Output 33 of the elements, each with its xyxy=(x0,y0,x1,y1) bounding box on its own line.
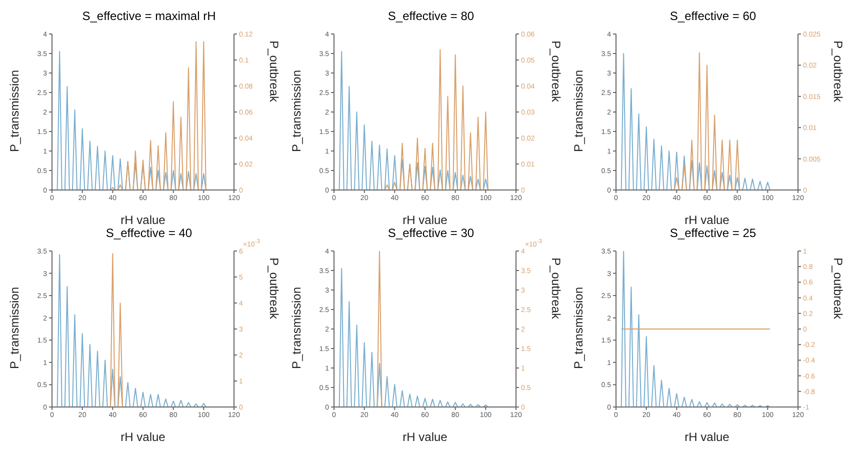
chart-title: S_effective = 30 xyxy=(388,226,474,240)
y-axis-title: P_transmission xyxy=(571,70,586,152)
chart-title: S_effective = maximal rH xyxy=(81,8,217,24)
y-axis-title: P_transmission xyxy=(571,286,586,369)
line-series xyxy=(56,254,206,407)
line-series xyxy=(384,49,488,190)
x-axis-title: rH value xyxy=(120,213,166,227)
chart-title: S_effective = 25 xyxy=(668,225,758,241)
y2-axis-title: P_outbreak xyxy=(548,40,563,103)
line-series xyxy=(674,52,740,190)
x-axis-title: rH value xyxy=(120,430,166,444)
y-axis-title: P_transmission xyxy=(7,286,22,369)
y2-axis-title: P_outbreak xyxy=(830,40,845,103)
x-axis-title: rH value xyxy=(684,430,730,444)
y2-axis-title: P_outbreak xyxy=(830,258,845,320)
y-axis-title: P_transmission xyxy=(289,286,304,369)
line-series xyxy=(56,51,206,190)
y-axis-title: P_transmission xyxy=(7,70,22,152)
y2-axis-title: P_outbreak xyxy=(266,258,281,320)
x-axis-title: rH value xyxy=(402,213,448,227)
line-series xyxy=(338,51,488,190)
x-axis-title: rH value xyxy=(402,430,448,444)
chart-title: S_effective = 80 xyxy=(386,8,476,24)
y2-axis-title: P_outbreak xyxy=(266,40,281,103)
x-axis-title: rH value xyxy=(684,213,730,227)
line-series xyxy=(338,268,488,407)
line-series xyxy=(620,53,770,190)
chart-title: S_effective = 40 xyxy=(106,226,192,240)
line-series xyxy=(620,251,770,407)
y2-axis-title: P_outbreak xyxy=(548,258,563,320)
line-series xyxy=(110,41,206,190)
y-axis-title: P_transmission xyxy=(289,70,304,152)
chart-title: S_effective = 60 xyxy=(668,8,758,24)
